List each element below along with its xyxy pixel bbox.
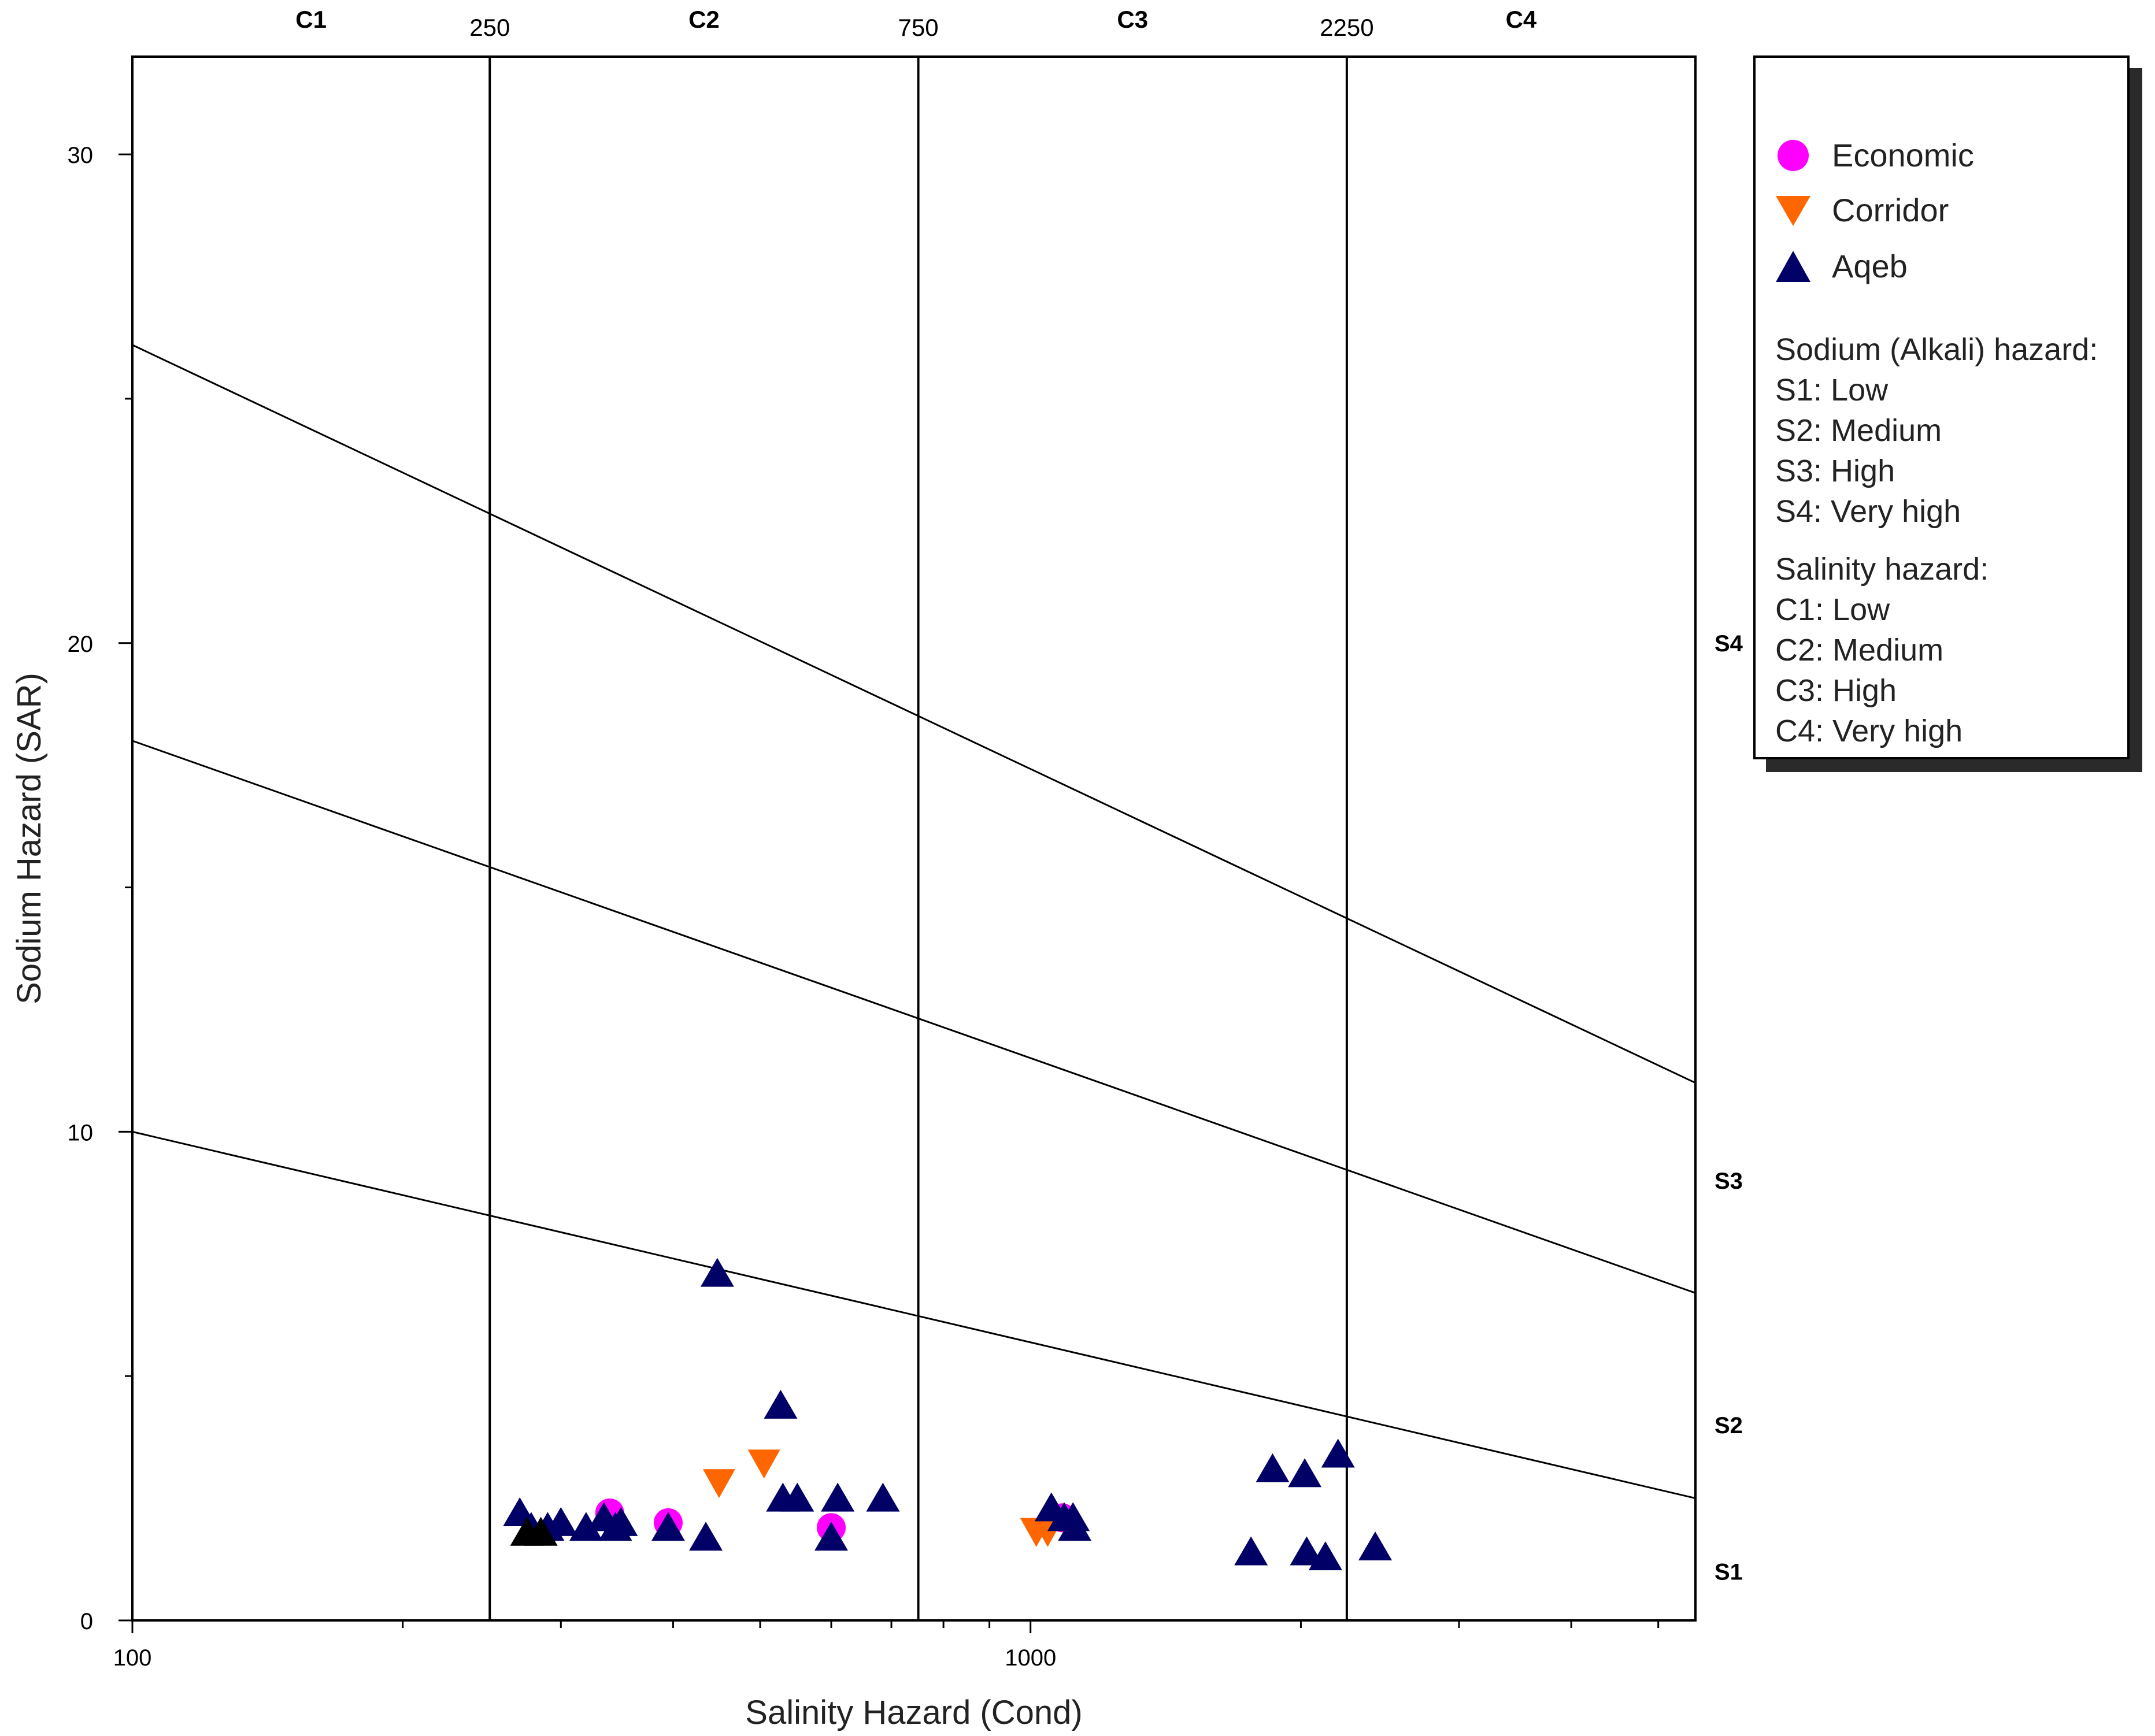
- salinity-class-label: C2: [688, 6, 720, 33]
- aqeb-point: [1288, 1458, 1322, 1488]
- legend-entry-aqeb: Aqeb: [1756, 240, 2127, 292]
- x-tick-label: 1000: [1005, 1645, 1056, 1671]
- aqeb-point: [780, 1482, 814, 1512]
- legend-entry-corridor: Corridor: [1756, 184, 2127, 236]
- legend-sodium-item: S4: Very high: [1775, 494, 1961, 529]
- x-axis: 100 1000: [113, 1620, 1660, 1671]
- legend-salinity-item: C2: Medium: [1775, 633, 1944, 667]
- salinity-class-label: C4: [1506, 6, 1537, 33]
- x-axis-title: Salinity Hazard (Cond): [745, 1694, 1082, 1731]
- aqeb-point: [866, 1482, 900, 1512]
- aqeb-point: [569, 1512, 603, 1541]
- y-tick-label: 30: [68, 143, 94, 168]
- legend-entry-economic: Economic: [1756, 129, 2127, 181]
- legend-sodium-item: S1: Low: [1775, 373, 1889, 407]
- aqeb-point: [821, 1482, 855, 1512]
- boundary-label: 2250: [1320, 14, 1373, 41]
- overlap-point: [524, 1516, 558, 1546]
- aqeb-point: [1058, 1512, 1092, 1541]
- aqeb-point: [1290, 1536, 1324, 1566]
- legend-sodium-item: S3: High: [1775, 454, 1895, 488]
- legend-sodium-heading: Sodium (Alkali) hazard:: [1775, 332, 2098, 367]
- y-tick-label: 20: [68, 632, 94, 657]
- legend-salinity-item: C4: Very high: [1775, 714, 1963, 748]
- salinity-boundary-lines: 250 750 2250: [469, 14, 1374, 1620]
- aqeb-point: [651, 1512, 685, 1541]
- aqeb-point: [604, 1507, 638, 1536]
- legend-salinity-item: C3: High: [1775, 673, 1897, 708]
- sodium-class-label: S2: [1715, 1413, 1743, 1438]
- sodium-class-label: S1: [1715, 1559, 1743, 1585]
- circle-marker-icon: [1778, 140, 1809, 171]
- legend: Economic Corridor Aqeb Sodium (Alkali) h…: [1753, 55, 2130, 759]
- aqeb-point: [700, 1258, 734, 1287]
- legend-label-corridor: Corridor: [1832, 192, 1949, 228]
- corridor-point: [747, 1449, 780, 1479]
- aqeb-point: [1256, 1453, 1290, 1482]
- data-points: [503, 1258, 1393, 1571]
- corridor-point: [702, 1469, 735, 1498]
- x-tick-label: 100: [113, 1645, 152, 1671]
- legend-salinity-item: C1: Low: [1775, 592, 1890, 627]
- triangle-up-marker-icon: [1776, 251, 1810, 282]
- y-tick-label: 10: [68, 1120, 94, 1145]
- sodium-hazard-line: [132, 740, 1696, 1294]
- aqeb-point: [1321, 1438, 1355, 1468]
- aqeb-point: [544, 1507, 578, 1536]
- aqeb-point: [689, 1522, 723, 1551]
- sodium-class-label: S3: [1715, 1169, 1743, 1194]
- aqeb-point: [814, 1522, 849, 1551]
- aqeb-point: [1358, 1531, 1393, 1561]
- legend-label-aqeb: Aqeb: [1832, 248, 1908, 284]
- aqeb-point: [764, 1389, 798, 1419]
- legend-salinity-heading: Salinity hazard:: [1775, 552, 1989, 587]
- sodium-class-label: S4: [1715, 631, 1743, 656]
- plot-area: [131, 55, 1697, 1622]
- triangle-down-marker-icon: [1776, 196, 1810, 226]
- class-labels: C1 C2 C3 C4 S4 S3 S2 S1: [295, 6, 1743, 1585]
- y-axis: 0 10 20 30: [68, 143, 132, 1634]
- boundary-label: 250: [469, 14, 510, 41]
- aqeb-point: [1308, 1541, 1342, 1571]
- salinity-class-label: C3: [1117, 6, 1148, 33]
- sodium-hazard-line: [132, 1130, 1696, 1500]
- sodium-hazard-line: [132, 344, 1696, 1084]
- legend-label-economic: Economic: [1832, 137, 1974, 173]
- salinity-class-label: C1: [295, 6, 327, 33]
- legend-sodium-item: S2: Medium: [1775, 413, 1942, 448]
- boundary-label: 750: [898, 14, 939, 41]
- aqeb-point: [1234, 1536, 1268, 1566]
- y-tick-label: 0: [80, 1609, 93, 1634]
- y-axis-title: Sodium Hazard (SAR): [10, 673, 48, 1004]
- sodium-hazard-lines: [132, 344, 1696, 1500]
